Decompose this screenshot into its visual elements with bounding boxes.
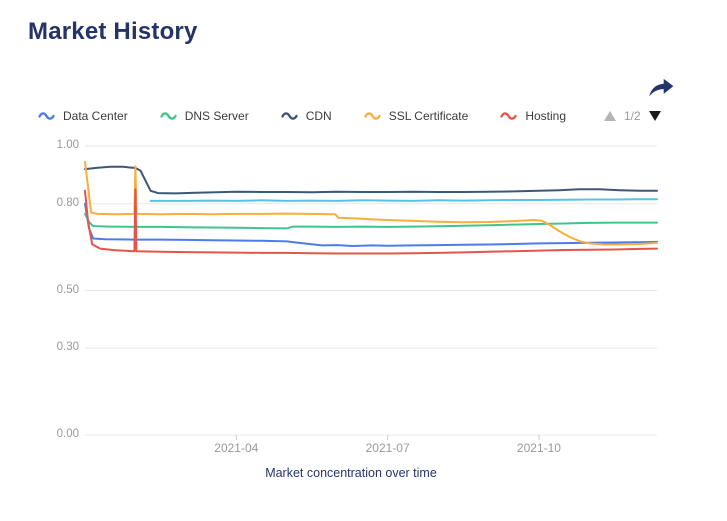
series-line-data-center[interactable]: [84, 202, 658, 247]
y-tick-label: 1.00: [56, 139, 79, 151]
legend-item-label: DNS Server: [184, 109, 249, 123]
legend-page-indicator: 1/2: [624, 109, 641, 123]
y-tick-label: 0.50: [56, 283, 79, 296]
legend-item-label: CDN: [305, 109, 332, 123]
legend-pager: 1/2: [604, 108, 661, 124]
legend-item-label: Data Center: [63, 109, 128, 123]
legend-item-dns-server[interactable]: DNS Server: [160, 109, 249, 123]
chart-legend: Data Center DNS Server CDN SSL Certificate H…: [38, 106, 566, 126]
legend-item-cdn[interactable]: CDN: [281, 109, 332, 123]
wave-line-icon: [160, 112, 177, 120]
y-tick-label: 0.80: [56, 196, 79, 209]
legend-item-label: SSL Certificate: [388, 109, 469, 123]
series-line-cdn[interactable]: [84, 165, 658, 195]
series-line-dns-server[interactable]: [84, 212, 658, 230]
legend-item-data-center[interactable]: Data Center: [38, 109, 128, 123]
legend-next-icon[interactable]: [648, 111, 661, 121]
legend-item-label: Hosting: [525, 109, 566, 123]
x-tick-label: 2021-04: [214, 441, 259, 455]
x-axis-title: Market concentration over time: [265, 466, 437, 480]
legend-item-ssl-certificate[interactable]: SSL Certificate: [364, 109, 469, 123]
x-tick-label: 2021-10: [516, 441, 561, 455]
y-tick-label: 0.00: [56, 428, 79, 440]
legend-prev-icon[interactable]: [604, 111, 616, 121]
legend-item-hosting[interactable]: Hosting: [500, 109, 566, 123]
wave-line-icon: [500, 112, 517, 120]
wave-line-icon: [38, 112, 55, 120]
share-icon: [649, 78, 674, 96]
series-line-hosting[interactable]: [84, 188, 658, 255]
share-button[interactable]: [644, 76, 678, 102]
series-line-extra[interactable]: [149, 198, 658, 202]
page-title: Market History: [28, 18, 198, 45]
y-tick-label: 0.30: [56, 341, 79, 354]
series-line-ssl-certificate[interactable]: [84, 160, 658, 246]
x-tick-label: 2021-07: [365, 441, 410, 455]
wave-line-icon: [281, 112, 298, 120]
wave-line-icon: [364, 112, 381, 120]
